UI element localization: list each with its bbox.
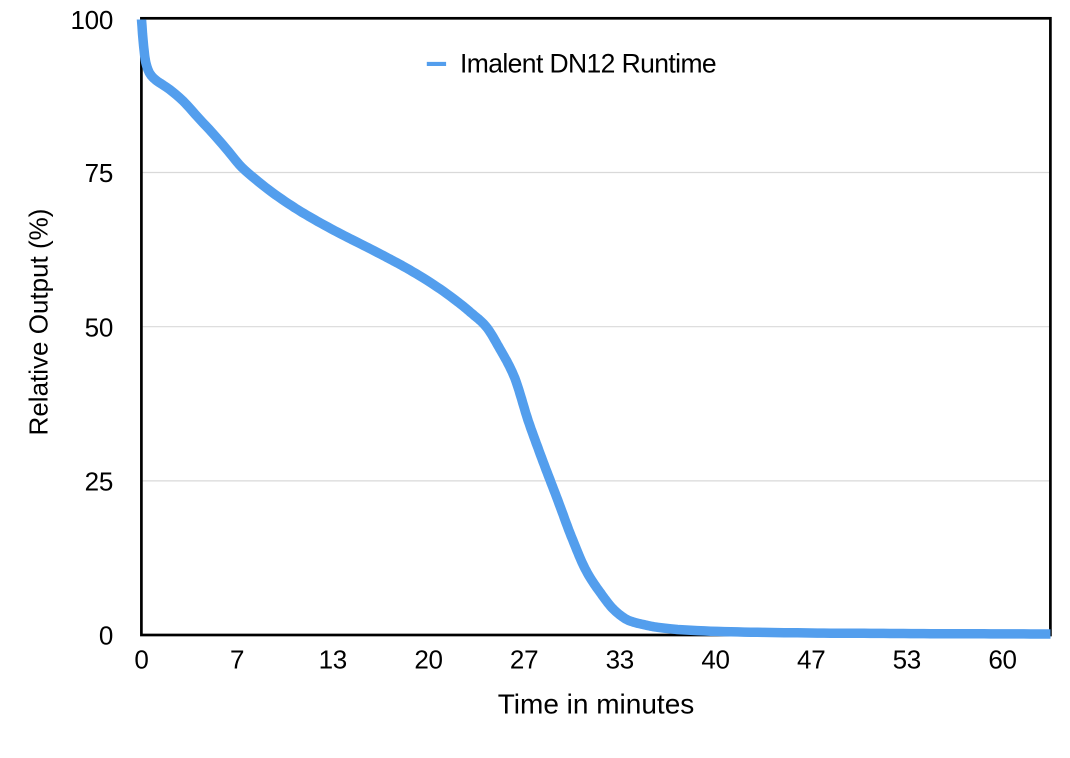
svg-text:Imalent DN12 Runtime: Imalent DN12 Runtime — [460, 49, 716, 79]
svg-text:60: 60 — [988, 644, 1016, 674]
svg-text:33: 33 — [606, 644, 634, 674]
svg-text:Time in minutes: Time in minutes — [498, 689, 695, 720]
svg-text:75: 75 — [85, 158, 113, 188]
svg-text:50: 50 — [85, 312, 113, 342]
svg-text:100: 100 — [71, 5, 113, 35]
svg-text:Relative Output (%): Relative Output (%) — [24, 209, 54, 436]
svg-text:53: 53 — [893, 644, 921, 674]
svg-text:20: 20 — [414, 644, 442, 674]
svg-text:25: 25 — [85, 467, 113, 497]
svg-text:0: 0 — [99, 621, 113, 651]
svg-text:0: 0 — [134, 644, 148, 674]
svg-text:40: 40 — [701, 644, 729, 674]
svg-text:7: 7 — [230, 644, 244, 674]
svg-text:27: 27 — [510, 644, 538, 674]
svg-text:13: 13 — [319, 644, 347, 674]
svg-text:47: 47 — [797, 644, 825, 674]
